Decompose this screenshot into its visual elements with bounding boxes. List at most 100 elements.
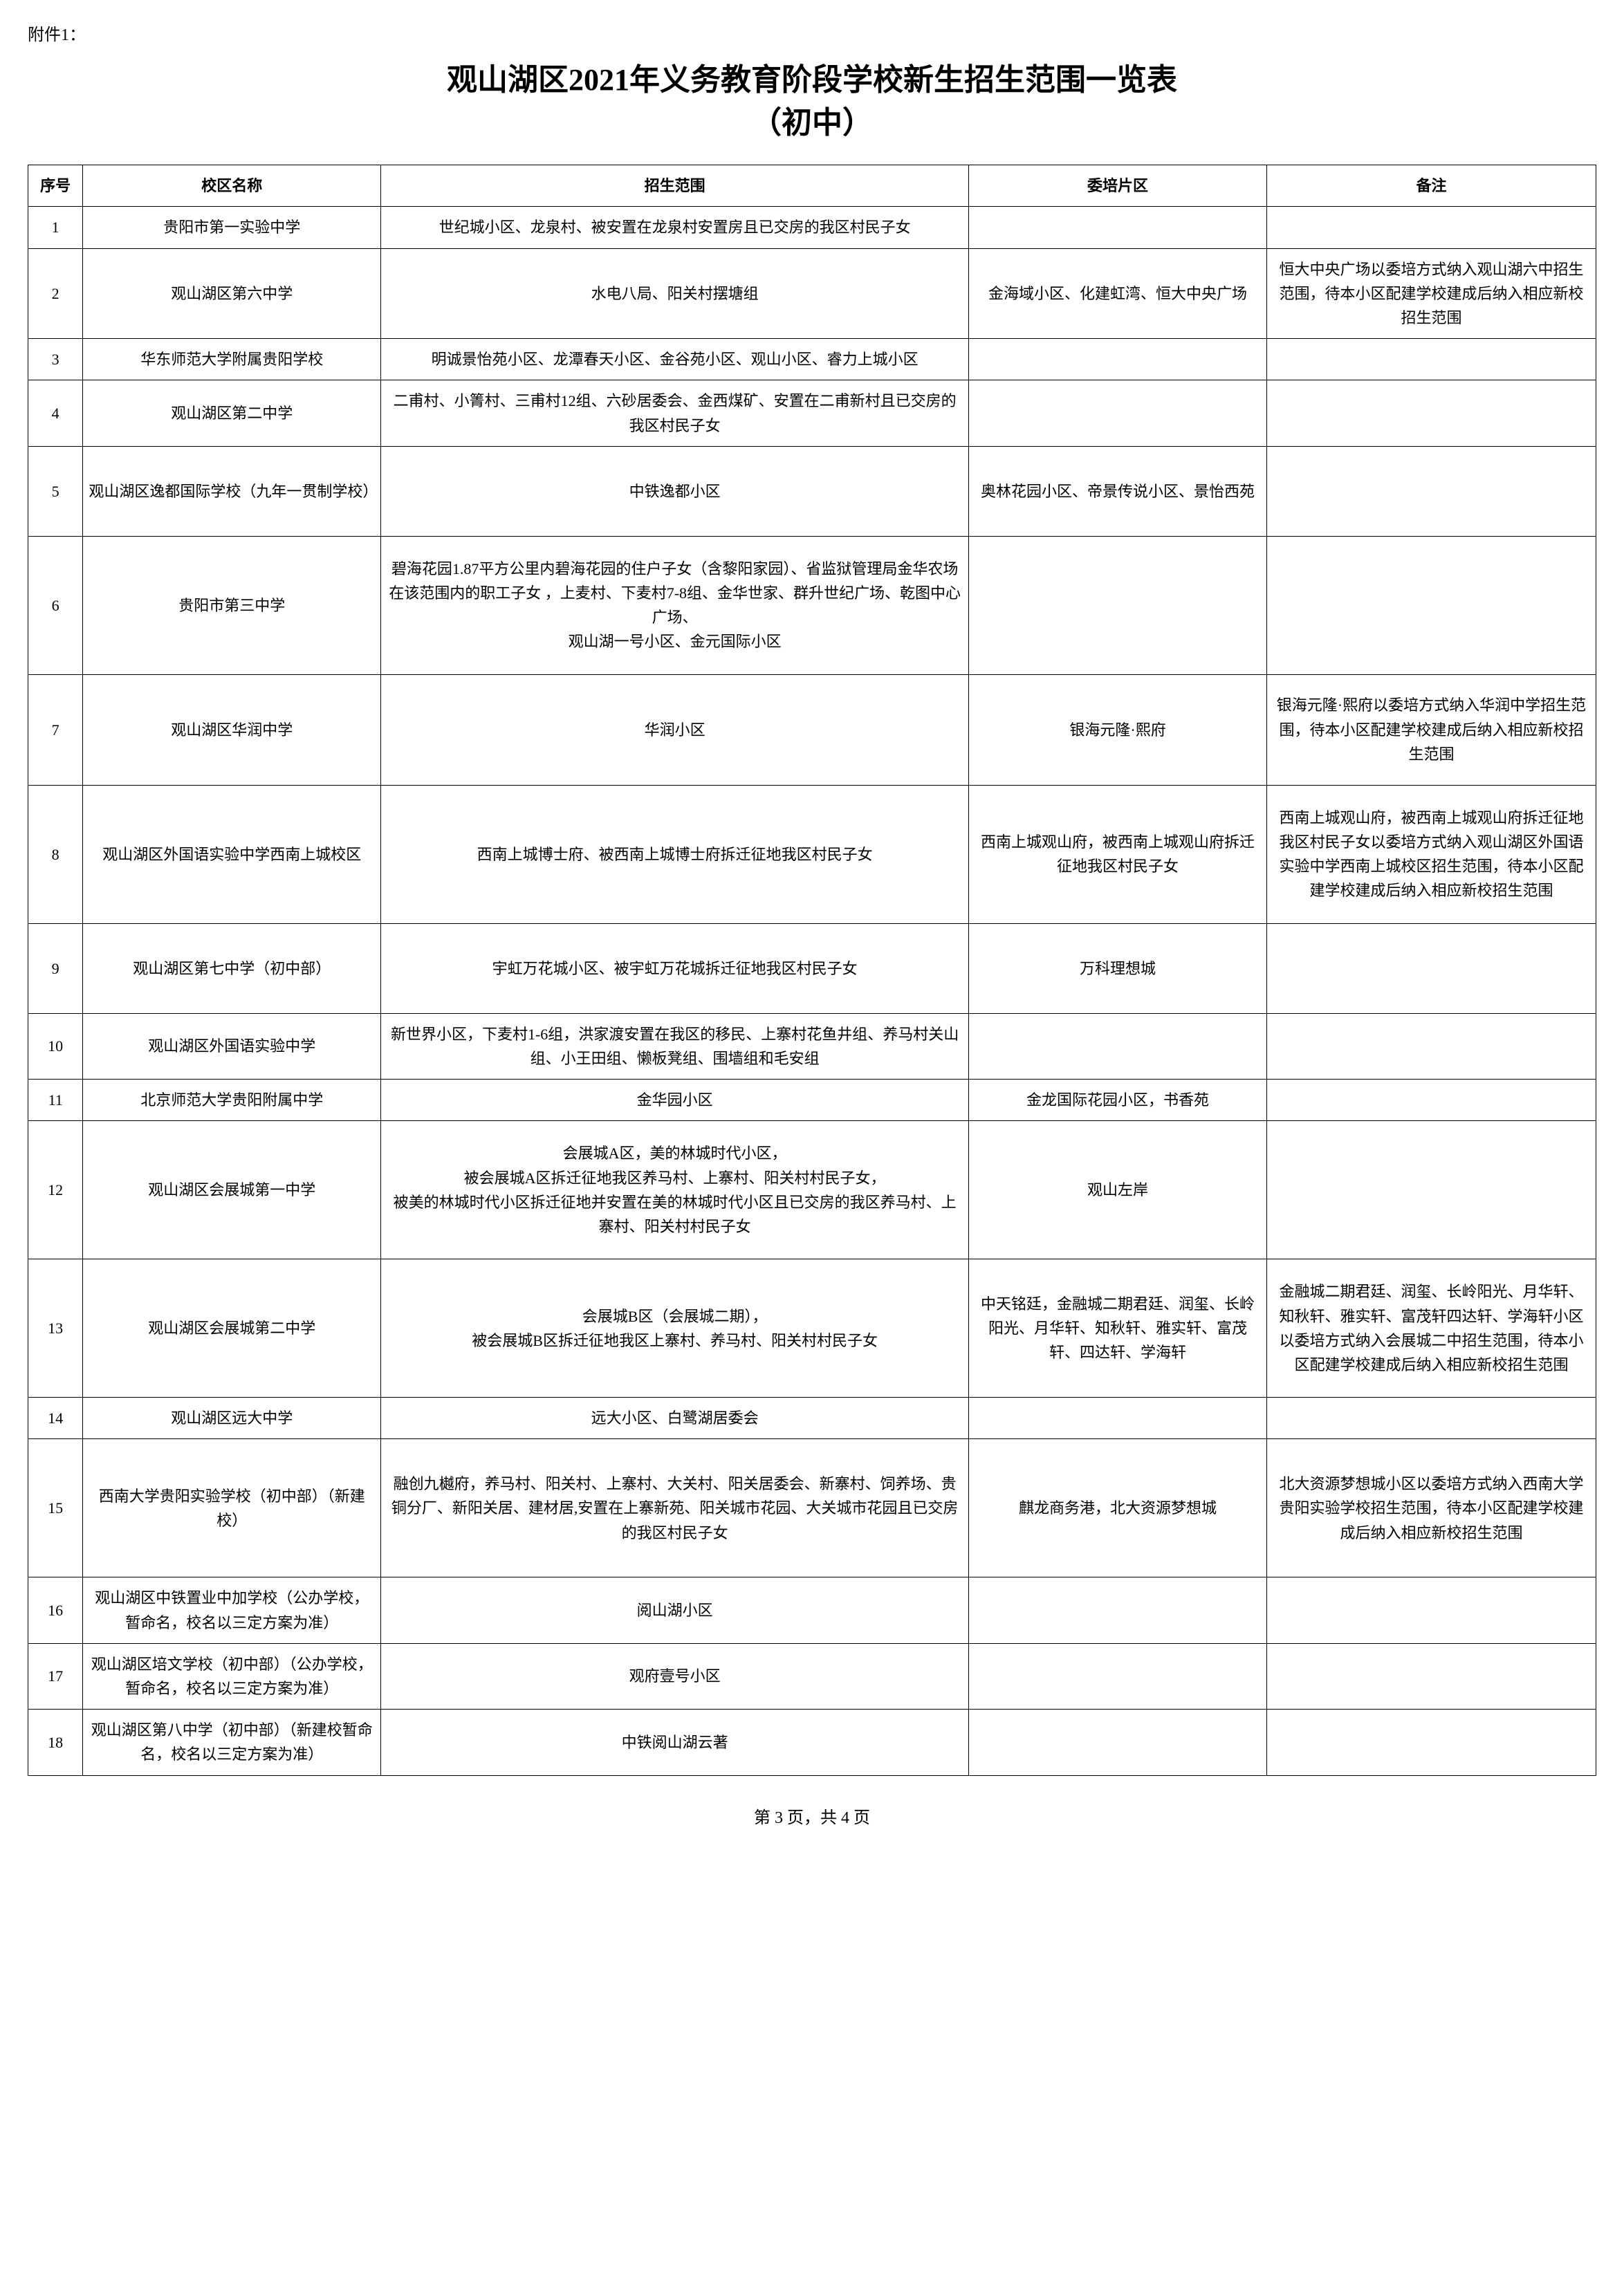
cell-num: 1: [28, 207, 83, 248]
table-row: 7观山湖区华润中学华润小区银海元隆·熙府银海元隆·熙府以委培方式纳入华润中学招生…: [28, 674, 1596, 785]
cell-school: 观山湖区远大中学: [83, 1398, 381, 1439]
cell-school: 观山湖区第七中学（初中部）: [83, 923, 381, 1013]
cell-school: 观山湖区第六中学: [83, 248, 381, 339]
cell-area: [969, 1643, 1267, 1709]
cell-school: 北京师范大学贵阳附属中学: [83, 1080, 381, 1121]
table-row: 8观山湖区外国语实验中学西南上城校区西南上城博士府、被西南上城博士府拆迁征地我区…: [28, 785, 1596, 923]
table-row: 15西南大学贵阳实验学校（初中部）（新建校）融创九樾府，养马村、阳关村、上寨村、…: [28, 1439, 1596, 1577]
cell-area: [969, 339, 1267, 380]
table-row: 2观山湖区第六中学水电八局、阳关村摆塘组金海域小区、化建虹湾、恒大中央广场恒大中…: [28, 248, 1596, 339]
cell-note: 恒大中央广场以委培方式纳入观山湖六中招生范围，待本小区配建学校建成后纳入相应新校…: [1266, 248, 1596, 339]
cell-scope: 中铁逸都小区: [381, 446, 969, 536]
cell-note: [1266, 1710, 1596, 1775]
cell-scope: 中铁阅山湖云著: [381, 1710, 969, 1775]
table-row: 4观山湖区第二中学二甫村、小箐村、三甫村12组、六砂居委会、金西煤矿、安置在二甫…: [28, 380, 1596, 446]
table-row: 17观山湖区培文学校（初中部）（公办学校，暂命名，校名以三定方案为准）观府壹号小…: [28, 1643, 1596, 1709]
cell-num: 5: [28, 446, 83, 536]
cell-scope: 会展城A区，美的林城时代小区，被会展城A区拆迁征地我区养马村、上寨村、阳关村村民…: [381, 1121, 969, 1259]
table-header-row: 序号 校区名称 招生范围 委培片区 备注: [28, 165, 1596, 207]
cell-note: [1266, 1398, 1596, 1439]
cell-scope: 新世界小区，下麦村1-6组，洪家渡安置在我区的移民、上寨村花鱼井组、养马村关山组…: [381, 1013, 969, 1079]
cell-note: [1266, 1013, 1596, 1079]
cell-school: 观山湖区会展城第二中学: [83, 1259, 381, 1398]
cell-scope: 阅山湖小区: [381, 1577, 969, 1643]
table-row: 13观山湖区会展城第二中学会展城B区（会展城二期），被会展城B区拆迁征地我区上寨…: [28, 1259, 1596, 1398]
cell-scope: 二甫村、小箐村、三甫村12组、六砂居委会、金西煤矿、安置在二甫新村且已交房的我区…: [381, 380, 969, 446]
cell-area: 西南上城观山府，被西南上城观山府拆迁征地我区村民子女: [969, 785, 1267, 923]
header-school: 校区名称: [83, 165, 381, 207]
cell-area: [969, 380, 1267, 446]
table-row: 10观山湖区外国语实验中学新世界小区，下麦村1-6组，洪家渡安置在我区的移民、上…: [28, 1013, 1596, 1079]
attachment-label: 附件1：: [28, 21, 1596, 45]
cell-area: [969, 536, 1267, 674]
cell-num: 13: [28, 1259, 83, 1398]
cell-num: 15: [28, 1439, 83, 1577]
cell-school: 观山湖区华润中学: [83, 674, 381, 785]
cell-num: 11: [28, 1080, 83, 1121]
enrollment-table: 序号 校区名称 招生范围 委培片区 备注 1贵阳市第一实验中学世纪城小区、龙泉村…: [28, 165, 1596, 1775]
cell-note: [1266, 380, 1596, 446]
cell-scope: 水电八局、阳关村摆塘组: [381, 248, 969, 339]
header-scope: 招生范围: [381, 165, 969, 207]
cell-school: 观山湖区外国语实验中学: [83, 1013, 381, 1079]
cell-scope: 华润小区: [381, 674, 969, 785]
cell-num: 6: [28, 536, 83, 674]
cell-num: 2: [28, 248, 83, 339]
cell-scope: 世纪城小区、龙泉村、被安置在龙泉村安置房且已交房的我区村民子女: [381, 207, 969, 248]
table-row: 16观山湖区中铁置业中加学校（公办学校，暂命名，校名以三定方案为准）阅山湖小区: [28, 1577, 1596, 1643]
cell-note: [1266, 1643, 1596, 1709]
cell-area: [969, 1577, 1267, 1643]
cell-school: 观山湖区会展城第一中学: [83, 1121, 381, 1259]
cell-school: 观山湖区中铁置业中加学校（公办学校，暂命名，校名以三定方案为准）: [83, 1577, 381, 1643]
cell-num: 12: [28, 1121, 83, 1259]
cell-school: 西南大学贵阳实验学校（初中部）（新建校）: [83, 1439, 381, 1577]
cell-note: [1266, 339, 1596, 380]
cell-note: [1266, 1577, 1596, 1643]
table-row: 9观山湖区第七中学（初中部）宇虹万花城小区、被宇虹万花城拆迁征地我区村民子女万科…: [28, 923, 1596, 1013]
cell-school: 观山湖区逸都国际学校（九年一贯制学校）: [83, 446, 381, 536]
table-row: 14观山湖区远大中学远大小区、白鹭湖居委会: [28, 1398, 1596, 1439]
cell-area: 中天铭廷，金融城二期君廷、润玺、长岭阳光、月华轩、知秋轩、雅实轩、富茂轩、四达轩…: [969, 1259, 1267, 1398]
cell-area: [969, 1398, 1267, 1439]
cell-num: 18: [28, 1710, 83, 1775]
cell-note: [1266, 446, 1596, 536]
cell-scope: 远大小区、白鹭湖居委会: [381, 1398, 969, 1439]
cell-area: 万科理想城: [969, 923, 1267, 1013]
table-row: 3华东师范大学附属贵阳学校明诚景怡苑小区、龙潭春天小区、金谷苑小区、观山小区、睿…: [28, 339, 1596, 380]
cell-num: 8: [28, 785, 83, 923]
table-row: 18观山湖区第八中学（初中部）（新建校暂命名，校名以三定方案为准）中铁阅山湖云著: [28, 1710, 1596, 1775]
title-line2: （初中）: [751, 106, 873, 140]
cell-school: 观山湖区外国语实验中学西南上城校区: [83, 785, 381, 923]
cell-area: 奥林花园小区、帝景传说小区、景怡西苑: [969, 446, 1267, 536]
cell-school: 观山湖区培文学校（初中部）（公办学校，暂命名，校名以三定方案为准）: [83, 1643, 381, 1709]
table-row: 11北京师范大学贵阳附属中学金华园小区金龙国际花园小区，书香苑: [28, 1080, 1596, 1121]
cell-scope: 碧海花园1.87平方公里内碧海花园的住户子女（含黎阳家园）、省监狱管理局金华农场…: [381, 536, 969, 674]
cell-school: 华东师范大学附属贵阳学校: [83, 339, 381, 380]
cell-area: [969, 1710, 1267, 1775]
cell-note: 西南上城观山府，被西南上城观山府拆迁征地我区村民子女以委培方式纳入观山湖区外国语…: [1266, 785, 1596, 923]
cell-area: 金海域小区、化建虹湾、恒大中央广场: [969, 248, 1267, 339]
cell-area: 金龙国际花园小区，书香苑: [969, 1080, 1267, 1121]
cell-scope: 明诚景怡苑小区、龙潭春天小区、金谷苑小区、观山小区、睿力上城小区: [381, 339, 969, 380]
cell-note: [1266, 536, 1596, 674]
cell-scope: 融创九樾府，养马村、阳关村、上寨村、大关村、阳关居委会、新寨村、饲养场、贵铜分厂…: [381, 1439, 969, 1577]
cell-note: 银海元隆·熙府以委培方式纳入华润中学招生范围，待本小区配建学校建成后纳入相应新校…: [1266, 674, 1596, 785]
cell-school: 贵阳市第三中学: [83, 536, 381, 674]
cell-school: 观山湖区第二中学: [83, 380, 381, 446]
cell-area: 观山左岸: [969, 1121, 1267, 1259]
cell-note: [1266, 923, 1596, 1013]
cell-area: [969, 207, 1267, 248]
table-row: 12观山湖区会展城第一中学会展城A区，美的林城时代小区，被会展城A区拆迁征地我区…: [28, 1121, 1596, 1259]
cell-note: [1266, 1121, 1596, 1259]
cell-school: 贵阳市第一实验中学: [83, 207, 381, 248]
cell-scope: 西南上城博士府、被西南上城博士府拆迁征地我区村民子女: [381, 785, 969, 923]
table-row: 5观山湖区逸都国际学校（九年一贯制学校）中铁逸都小区奥林花园小区、帝景传说小区、…: [28, 446, 1596, 536]
table-row: 1贵阳市第一实验中学世纪城小区、龙泉村、被安置在龙泉村安置房且已交房的我区村民子…: [28, 207, 1596, 248]
cell-note: [1266, 1080, 1596, 1121]
cell-num: 4: [28, 380, 83, 446]
cell-scope: 金华园小区: [381, 1080, 969, 1121]
cell-scope: 观府壹号小区: [381, 1643, 969, 1709]
cell-note: 北大资源梦想城小区以委培方式纳入西南大学贵阳实验学校招生范围，待本小区配建学校建…: [1266, 1439, 1596, 1577]
cell-note: 金融城二期君廷、润玺、长岭阳光、月华轩、知秋轩、雅实轩、富茂轩四达轩、学海轩小区…: [1266, 1259, 1596, 1398]
cell-scope: 宇虹万花城小区、被宇虹万花城拆迁征地我区村民子女: [381, 923, 969, 1013]
